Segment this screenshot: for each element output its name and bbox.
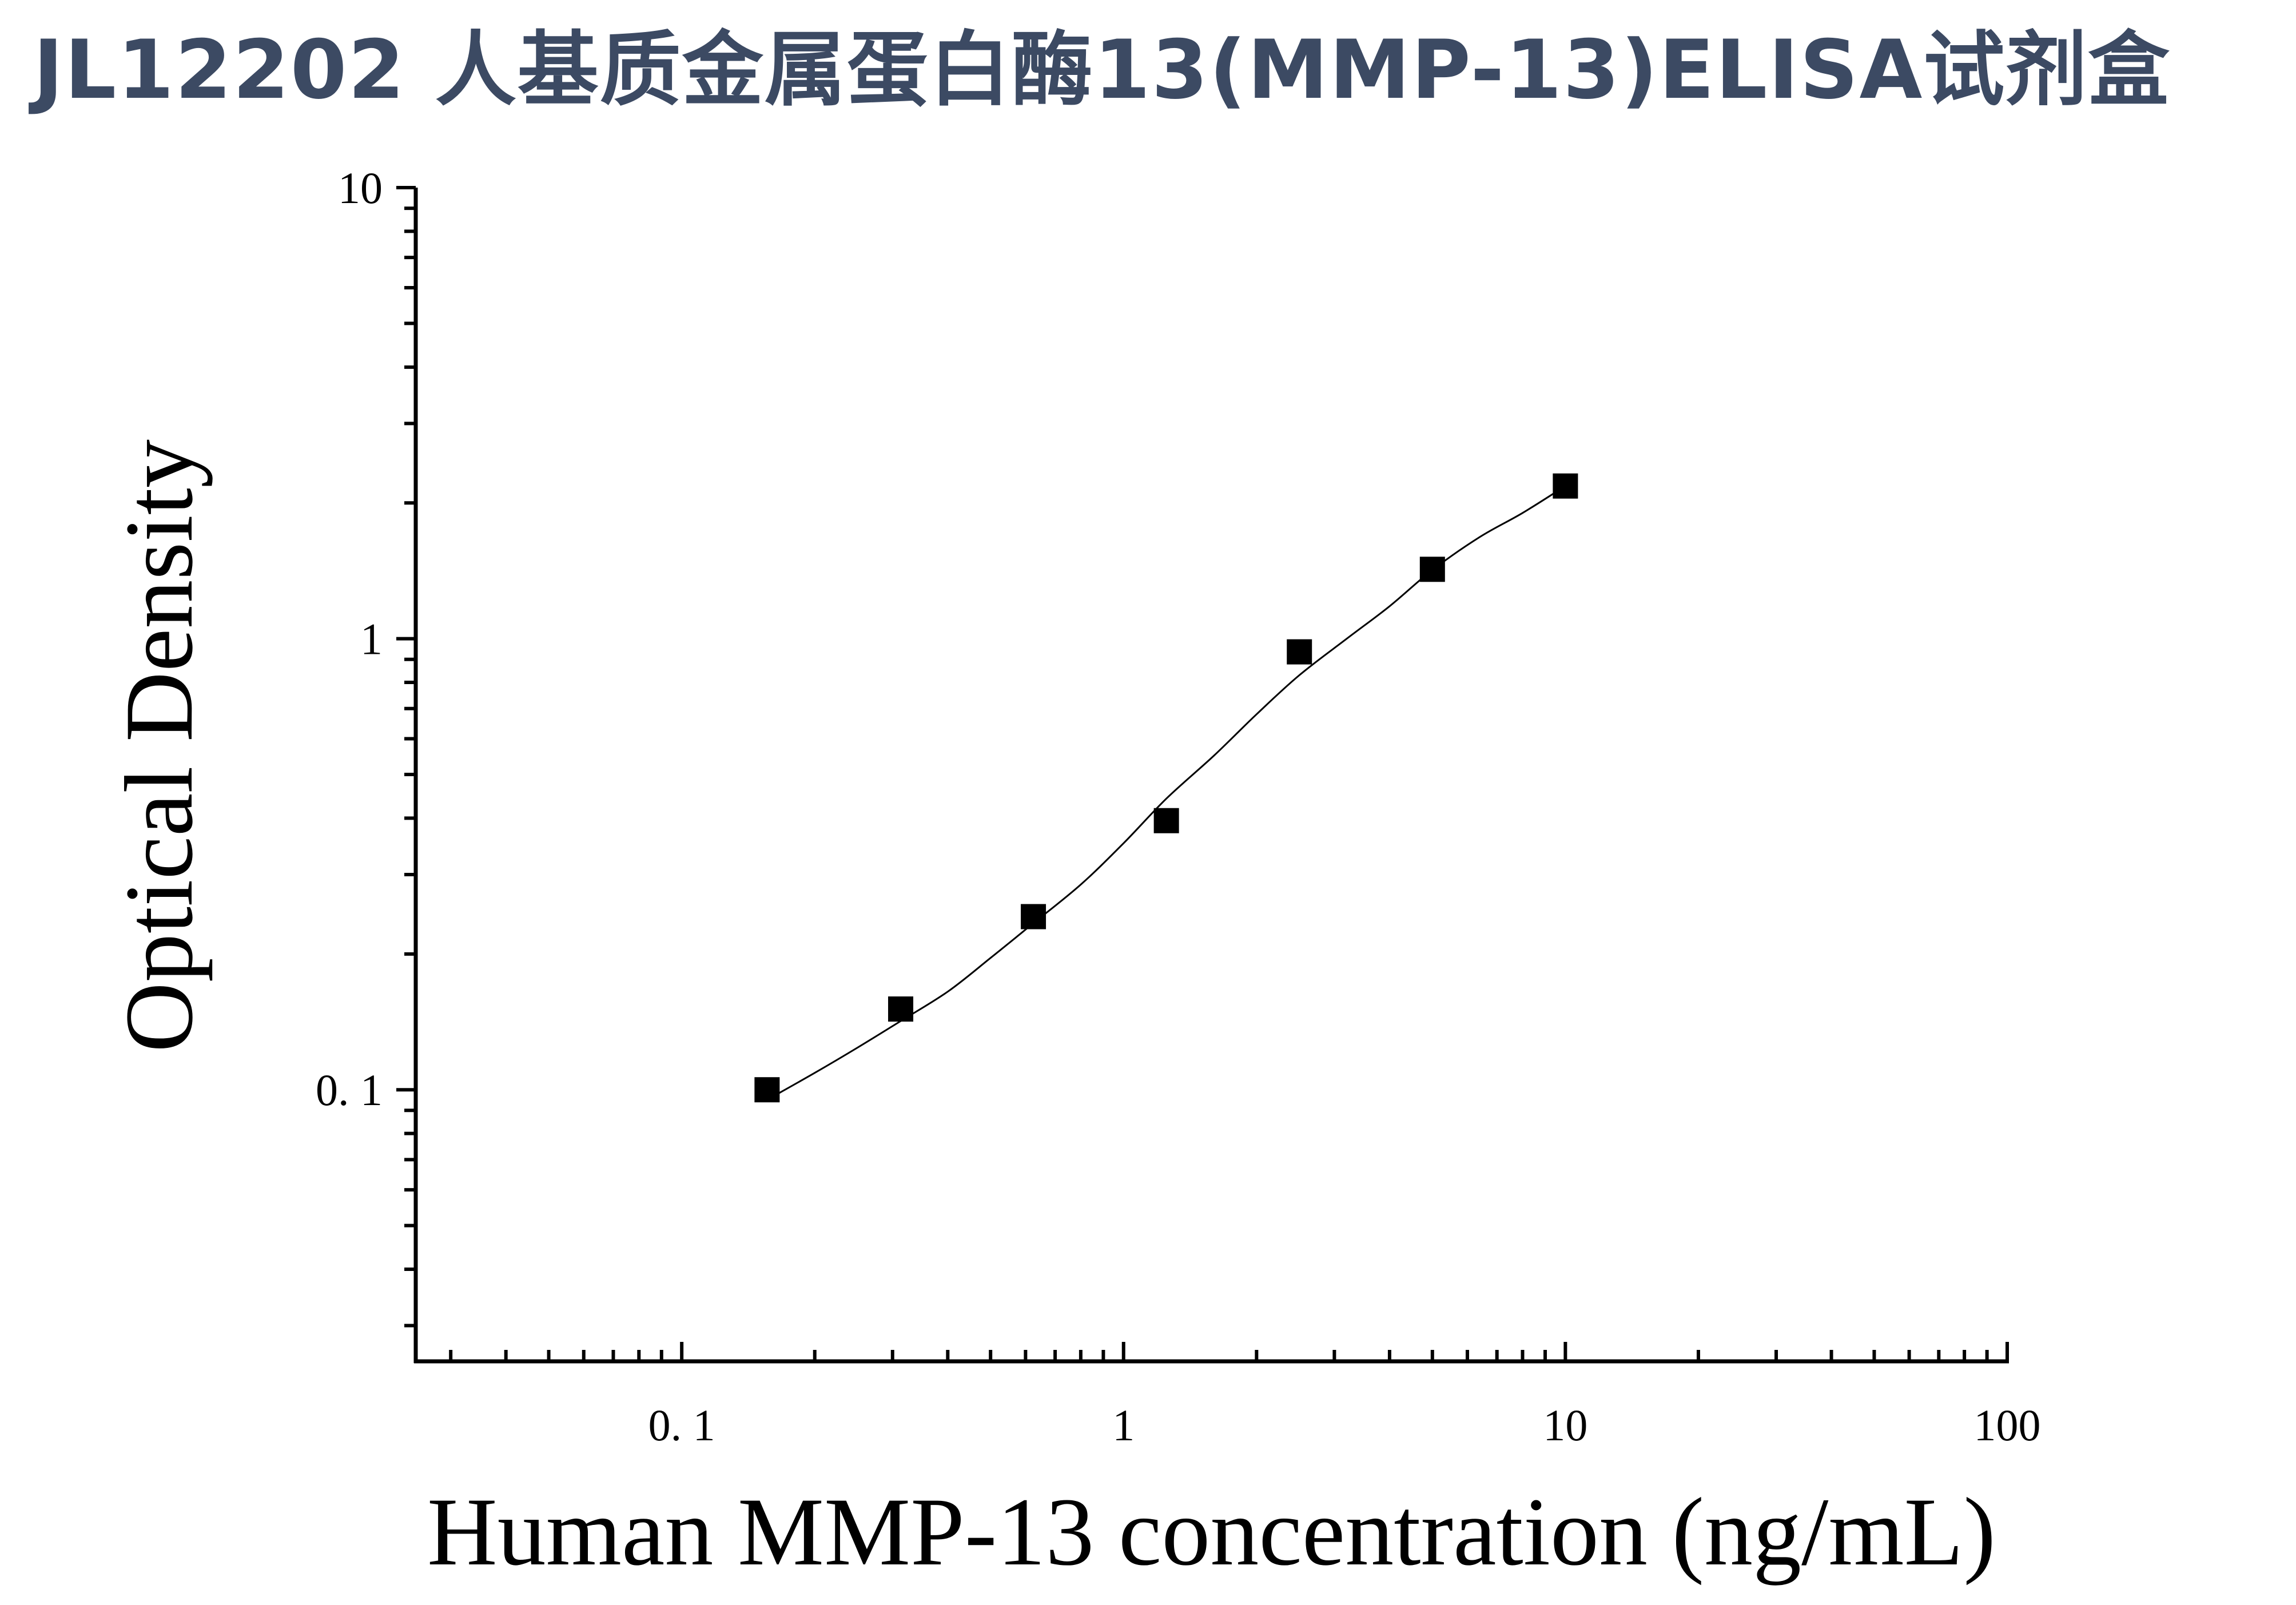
chart-title: JL12202 人基质金属蛋白酶13(MMP-13)ELISA试剂盒 xyxy=(33,23,2171,117)
x-axis: 0. 1 1 10 100 xyxy=(414,1342,2041,1450)
data-point xyxy=(1021,904,1046,929)
x-ticks: 0. 1 1 10 100 xyxy=(449,1342,2041,1450)
y-ticks: 0. 1 1 10 xyxy=(316,163,416,1328)
y-tick-label: 10 xyxy=(338,163,383,213)
x-tick-label: 1 xyxy=(1112,1400,1135,1450)
fit-curve xyxy=(766,485,1566,1101)
data-point xyxy=(1287,639,1312,665)
data-point xyxy=(754,1077,780,1103)
data-point xyxy=(1153,808,1179,833)
data-points xyxy=(754,473,1578,1103)
x-tick-label: 10 xyxy=(1543,1400,1587,1450)
y-tick-label: 0. 1 xyxy=(316,1065,383,1115)
x-axis-title: Human MMP-13 concentration (ng/mL) xyxy=(427,1478,1996,1586)
x-tick-label: 100 xyxy=(1974,1400,2041,1450)
y-tick-label: 1 xyxy=(360,614,383,664)
data-point xyxy=(1553,473,1578,499)
data-point xyxy=(888,996,914,1022)
y-axis: 0. 1 1 10 xyxy=(316,163,418,1363)
x-tick-label: 0. 1 xyxy=(648,1400,715,1450)
data-point xyxy=(1419,557,1445,582)
y-axis-title: Optical Density xyxy=(105,439,213,1052)
